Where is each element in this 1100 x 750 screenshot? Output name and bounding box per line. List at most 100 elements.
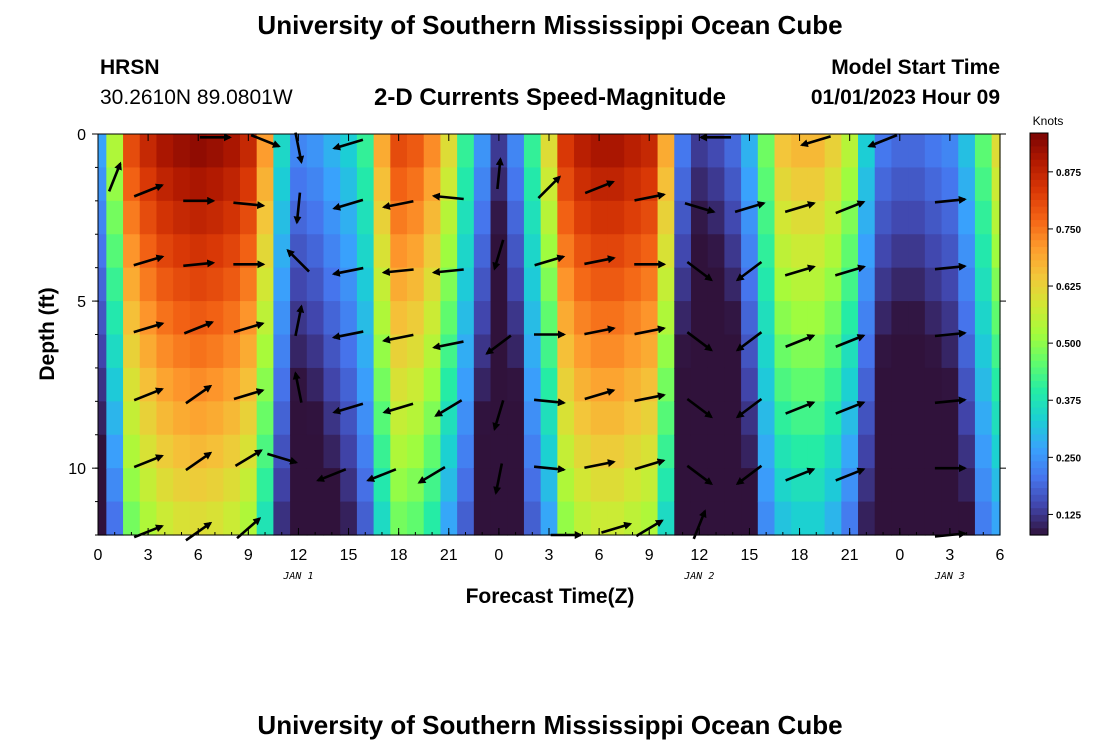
heatmap-cell xyxy=(373,501,391,536)
heatmap-cell xyxy=(640,267,659,302)
heatmap-cell xyxy=(173,401,191,436)
current-vector-arrow xyxy=(286,248,310,273)
heatmap-cell xyxy=(273,267,291,302)
heatmap-cell xyxy=(974,401,993,436)
heatmap-cell xyxy=(958,301,976,336)
date-label: JAN 1 xyxy=(282,571,313,582)
current-vector-arrow xyxy=(785,400,816,415)
heatmap-cell xyxy=(774,167,792,202)
colorbar-segment xyxy=(1030,179,1048,188)
current-vector-arrow xyxy=(493,463,504,495)
heatmap-cell xyxy=(624,301,642,336)
colorbar-segment xyxy=(1030,380,1048,389)
heatmap-cell xyxy=(991,234,1001,269)
heatmap-cell xyxy=(774,234,792,269)
date-label: JAN 2 xyxy=(683,571,714,582)
colorbar-segment xyxy=(1030,253,1048,261)
heatmap-cell xyxy=(908,200,926,235)
heatmap-cell xyxy=(407,267,425,302)
heatmap-cell xyxy=(674,367,692,402)
page-title: University of Southern Mississippi Ocean… xyxy=(257,10,843,40)
heatmap-cell xyxy=(874,301,893,336)
heatmap-cell xyxy=(607,200,625,235)
heatmap-cell xyxy=(173,301,191,336)
heatmap-cell xyxy=(440,434,458,469)
heatmap-cell xyxy=(640,501,659,536)
heatmap-cell xyxy=(407,401,425,436)
heatmap-cell xyxy=(223,334,241,369)
heatmap-cell xyxy=(156,468,174,503)
heatmap-cell xyxy=(757,434,776,469)
station-coords: 30.2610N 89.0801W xyxy=(100,86,293,109)
heatmap-cell xyxy=(891,468,909,503)
current-vector-arrow xyxy=(934,262,967,271)
heatmap-cell xyxy=(507,434,525,469)
colorbar-segment xyxy=(1030,514,1048,523)
heatmap-cell xyxy=(824,334,842,369)
heatmap-cell xyxy=(223,301,241,336)
heatmap-cell xyxy=(340,200,358,235)
heatmap-cell xyxy=(356,434,375,469)
heatmap-cell xyxy=(824,267,842,302)
colorbar-segment xyxy=(1030,494,1048,503)
current-vector-arrow xyxy=(233,201,266,210)
heatmap-cell xyxy=(373,167,391,202)
heatmap-cell xyxy=(473,134,492,169)
heatmap-cell xyxy=(807,301,826,336)
current-vector-arrow xyxy=(735,464,763,486)
heatmap-cell xyxy=(958,267,976,302)
heatmap-cell xyxy=(674,501,692,536)
heatmap-cell xyxy=(991,434,1001,469)
heatmap-cell xyxy=(98,134,107,169)
heatmap-cell xyxy=(807,234,826,269)
heatmap-cell xyxy=(356,401,375,436)
colorbar-segment xyxy=(1030,273,1048,281)
colorbar-segment xyxy=(1030,307,1048,315)
heatmap-cell xyxy=(106,167,124,202)
x-tick-label: 6 xyxy=(194,547,203,564)
current-vector-arrow xyxy=(684,201,716,214)
heatmap-cell xyxy=(223,501,241,536)
heatmap-cell xyxy=(574,434,592,469)
heatmap-cell xyxy=(223,134,241,169)
chart-plot: 0 3 6 9 12 15 18 21 0 3 6 9 12 15 18 21 0 3 6 JAN 1 JAN 2 JAN… xyxy=(68,127,1006,582)
heatmap-cell xyxy=(440,267,458,302)
current-vector-arrow xyxy=(584,325,616,336)
heatmap-cell xyxy=(256,468,274,503)
colorbar-segment xyxy=(1030,407,1048,415)
heatmap-cell xyxy=(741,267,759,302)
heatmap-cell xyxy=(757,301,776,336)
heatmap-cell xyxy=(741,434,759,469)
current-vector-arrow xyxy=(294,304,305,337)
heatmap-cell xyxy=(273,234,291,269)
x-tick-label: 9 xyxy=(244,547,253,564)
heatmap-cell xyxy=(139,134,158,169)
colorbar-segment xyxy=(1030,280,1048,288)
heatmap-cell xyxy=(791,267,809,302)
colorbar-segment xyxy=(1030,347,1048,355)
heatmap-cell xyxy=(858,401,876,436)
heatmap-cell xyxy=(507,200,525,235)
colorbar-segment xyxy=(1030,213,1048,221)
heatmap-cell xyxy=(523,200,542,235)
heatmap-cell xyxy=(924,200,943,235)
heatmap-cell xyxy=(356,200,375,235)
y-tick-label: 0 xyxy=(77,127,86,144)
current-vector-arrow xyxy=(381,267,414,276)
heatmap-cell xyxy=(690,167,709,202)
current-vector-arrow xyxy=(133,254,165,267)
colorbar-segment xyxy=(1030,434,1048,442)
heatmap-cell xyxy=(98,234,107,269)
colorbar-segment xyxy=(1030,153,1048,161)
heatmap-cell xyxy=(557,434,575,469)
current-vector-arrow xyxy=(133,321,165,334)
current-vector-arrow xyxy=(133,183,164,198)
heatmap-cell xyxy=(173,468,191,503)
heatmap-cell xyxy=(390,200,408,235)
heatmap-cell xyxy=(507,401,525,436)
heatmap-cell xyxy=(590,434,609,469)
heatmap-cell xyxy=(941,167,959,202)
heatmap-cell xyxy=(239,200,258,235)
heatmap-cell xyxy=(574,134,592,169)
colorbar-segment xyxy=(1030,521,1048,529)
